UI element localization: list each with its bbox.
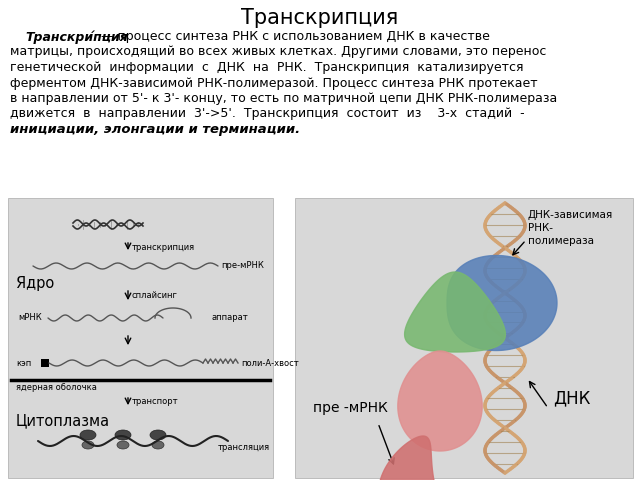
Text: пре -мРНК: пре -мРНК (313, 401, 388, 415)
Bar (8, 198, 273, 478)
Text: Ядро: Ядро (16, 276, 54, 291)
Bar (41, 359, 49, 367)
Ellipse shape (82, 441, 94, 449)
Text: в направлении от 5'- к 3'- концу, то есть по матричной цепи ДНК РНК-полимераза: в направлении от 5'- к 3'- концу, то ест… (10, 92, 557, 105)
Ellipse shape (152, 441, 164, 449)
Polygon shape (447, 255, 557, 350)
Text: транспорт: транспорт (132, 397, 179, 407)
Text: инициации, элонгации и терминации.: инициации, элонгации и терминации. (10, 123, 300, 136)
Text: кэп: кэп (16, 359, 31, 368)
Polygon shape (404, 272, 506, 352)
Text: ДНК-зависимая
РНК-
полимераза: ДНК-зависимая РНК- полимераза (528, 210, 613, 246)
Text: ядерная оболочка: ядерная оболочка (16, 383, 97, 392)
Text: ДНК: ДНК (553, 389, 590, 407)
Text: матрицы, происходящий во всех живых клетках. Другими словами, это перенос: матрицы, происходящий во всех живых клет… (10, 46, 547, 59)
Text: ферментом ДНК-зависимой РНК-полимеразой. Процесс синтеза РНК протекает: ферментом ДНК-зависимой РНК-полимеразой.… (10, 76, 538, 89)
Polygon shape (398, 351, 482, 451)
Text: поли-А-хвост: поли-А-хвост (241, 359, 299, 368)
Text: Цитоплазма: Цитоплазма (16, 413, 110, 428)
Text: сплайсинг: сплайсинг (132, 291, 178, 300)
Ellipse shape (117, 441, 129, 449)
Text: Транскрипция: Транскрипция (241, 8, 399, 28)
Text: — процесс синтеза РНК с использованием ДНК в качестве: — процесс синтеза РНК с использованием Д… (97, 30, 490, 43)
Ellipse shape (150, 430, 166, 440)
Text: движется  в  направлении  3'->5'.  Транскрипция  состоит  из    3-х  стадий  -: движется в направлении 3'->5'. Транскрип… (10, 108, 525, 120)
Text: пре-мРНК: пре-мРНК (221, 262, 264, 271)
Text: трансляция: трансляция (218, 444, 270, 453)
Ellipse shape (115, 430, 131, 440)
Text: мРНК: мРНК (18, 313, 42, 323)
Text: генетической  информации  с  ДНК  на  РНК.  Транскрипция  катализируется: генетической информации с ДНК на РНК. Тр… (10, 61, 524, 74)
Text: аппарат: аппарат (212, 313, 249, 323)
Text: транскрипция: транскрипция (132, 242, 195, 252)
Bar (295, 198, 633, 478)
Ellipse shape (80, 430, 96, 440)
Text: Транскри́пция: Транскри́пция (25, 30, 128, 44)
Polygon shape (378, 436, 452, 480)
